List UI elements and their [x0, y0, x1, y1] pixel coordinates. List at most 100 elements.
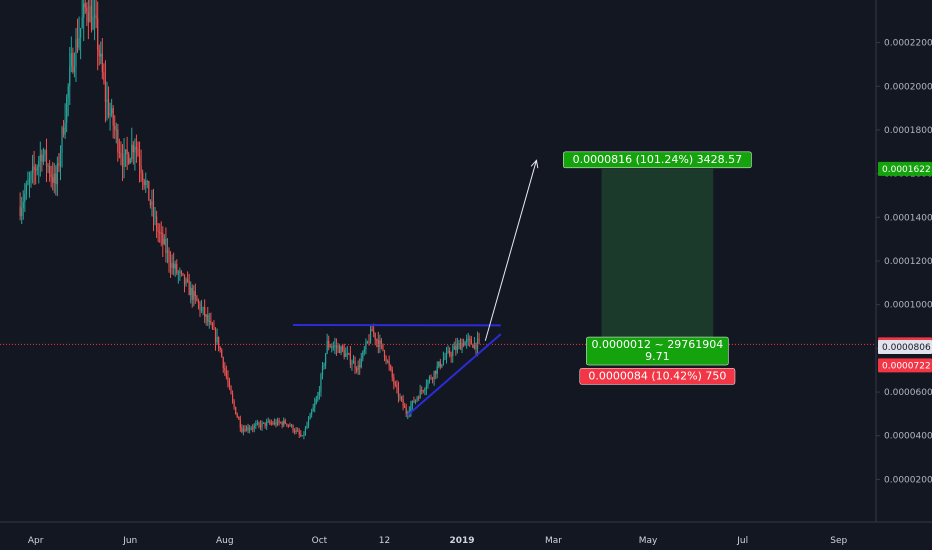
target-label[interactable]: 0.0000816 (101.24%) 3428.57: [563, 151, 752, 169]
candle-body: [87, 11, 89, 22]
candle-body: [235, 407, 237, 415]
candle-body: [95, 15, 97, 19]
candle-body: [250, 428, 252, 430]
candle-body: [255, 424, 257, 426]
candle-body: [143, 180, 145, 186]
candle-body: [176, 264, 178, 273]
candle-body: [419, 389, 421, 399]
candle-body: [304, 428, 307, 435]
candle-body: [269, 421, 271, 424]
candle-body: [382, 343, 384, 351]
candle-body: [379, 340, 381, 348]
candle-body: [455, 346, 457, 351]
candle-body: [160, 232, 162, 234]
candle-body: [441, 364, 443, 367]
candle-body: [402, 399, 404, 407]
candle-body: [418, 397, 420, 399]
candle-body: [22, 201, 24, 209]
long-position-tool[interactable]: 0.0000816 (101.24%) 3428.57 0.0000012 ~ 2…: [563, 151, 752, 385]
candle-body: [76, 39, 79, 48]
candle-body: [123, 153, 125, 167]
candle-body: [128, 154, 130, 164]
candle-body: [356, 368, 358, 371]
candle-body: [207, 314, 209, 322]
candle-body: [106, 99, 108, 103]
candle-body: [126, 149, 128, 155]
candle-body: [342, 346, 344, 350]
candle-body: [290, 425, 293, 427]
price-scale-label-text: 0.0000722: [882, 361, 931, 371]
target-label-text: 0.0000816 (101.24%) 3428.57: [573, 153, 743, 166]
candles-layer: [0, 0, 876, 440]
candle-body: [180, 271, 183, 273]
candle-body: [191, 287, 193, 300]
candle-body: [334, 345, 336, 347]
candle-body: [67, 86, 69, 98]
candle-body: [475, 342, 477, 350]
candle-body: [169, 262, 172, 268]
candle-body: [42, 155, 45, 162]
candle-body: [117, 129, 119, 152]
price-scale-label[interactable]: 0.0001622: [878, 161, 932, 176]
candle-body: [92, 16, 94, 30]
candle-body: [194, 291, 196, 297]
candle-body: [155, 216, 158, 231]
candle-body: [97, 18, 99, 50]
candle-body: [245, 427, 248, 432]
stop-label[interactable]: 0.0000084 (10.42%) 750: [579, 368, 736, 385]
candle-body: [276, 420, 279, 425]
candle-body: [115, 129, 117, 131]
candle-body: [359, 365, 361, 368]
price-scale-label[interactable]: 0.0000806: [878, 340, 932, 355]
price-scale-label-bg: [878, 161, 932, 176]
candle-body: [424, 389, 426, 391]
candle-body: [431, 378, 434, 380]
candle-body: [238, 417, 240, 420]
candle-body: [70, 53, 72, 67]
candle-body: [55, 173, 57, 185]
candle-body: [72, 53, 74, 72]
x-tick-label: May: [639, 536, 658, 546]
candle-body: [36, 167, 38, 171]
support-trendline[interactable]: [407, 333, 502, 416]
candle-body: [242, 429, 245, 432]
candle-body: [393, 377, 395, 384]
candle-body: [193, 291, 195, 300]
projection-arrow-shaft[interactable]: [484, 160, 537, 341]
candle-body: [340, 346, 342, 354]
candle-body: [50, 174, 52, 178]
candle-body: [196, 296, 198, 301]
candle-body: [134, 146, 136, 153]
candle-body: [300, 434, 302, 436]
candle-body: [154, 216, 156, 218]
candle-body: [221, 349, 223, 358]
price-scale-label[interactable]: 0.0000722: [878, 358, 932, 373]
candle-body: [430, 377, 432, 379]
candle-body: [49, 166, 51, 175]
target-label-bg: [563, 151, 752, 169]
candle-body: [303, 434, 305, 436]
candle-body: [262, 422, 265, 424]
candle-body: [218, 336, 220, 348]
candle-body: [138, 155, 141, 166]
x-axis[interactable]: Apr Jun Aug Oct 12 2019 Mar May Jul Sep: [0, 521, 932, 546]
candle-body: [249, 428, 251, 430]
candle-body: [236, 414, 238, 418]
candle-body: [349, 353, 351, 365]
candle-body: [233, 401, 235, 408]
candle-body: [366, 341, 369, 343]
candle-body: [272, 423, 274, 425]
candle-body: [149, 200, 151, 205]
profit-zone[interactable]: [601, 168, 714, 348]
candle-body: [256, 423, 258, 425]
candle-body: [345, 353, 347, 357]
candle-body: [323, 364, 325, 367]
y-tick-label: 0.0000600: [884, 388, 932, 398]
x-tick-label: Jul: [736, 536, 748, 546]
candle-body: [216, 336, 218, 343]
y-axis[interactable]: 0.00022000.00020000.00018000.00016000.00…: [875, 0, 932, 522]
candle-body: [380, 340, 383, 344]
candle-body: [462, 342, 465, 346]
